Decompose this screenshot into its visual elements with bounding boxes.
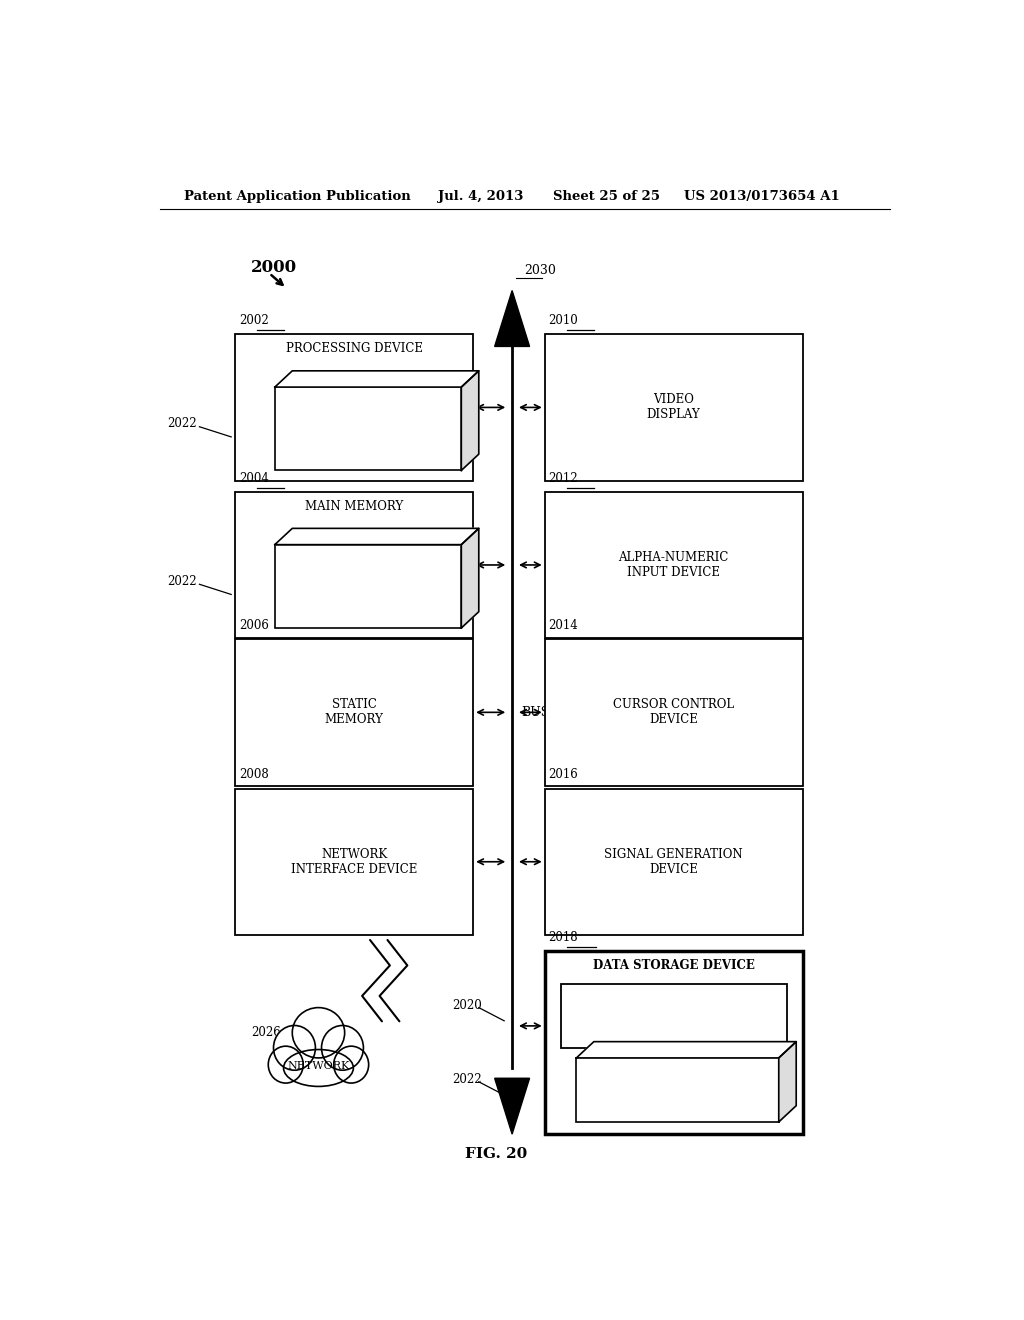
Polygon shape (274, 528, 479, 545)
Text: BUS: BUS (521, 706, 550, 719)
Text: LISTINGS
MANAGER LOGIC: LISTINGS MANAGER LOGIC (324, 577, 421, 597)
Text: 2006: 2006 (240, 619, 269, 632)
Ellipse shape (268, 1047, 303, 1084)
Ellipse shape (284, 1049, 353, 1086)
Bar (545, 492, 803, 638)
Text: 2030: 2030 (524, 264, 556, 277)
Text: 2022: 2022 (453, 1073, 482, 1086)
Text: Sheet 25 of 25: Sheet 25 of 25 (553, 190, 659, 202)
Ellipse shape (322, 1026, 364, 1071)
Text: Patent Application Publication: Patent Application Publication (183, 190, 411, 202)
Text: 2002: 2002 (240, 314, 269, 327)
Polygon shape (274, 371, 479, 387)
Text: STATIC
MEMORY: STATIC MEMORY (325, 698, 384, 726)
Text: 2010: 2010 (549, 314, 579, 327)
Text: 2026: 2026 (251, 1026, 281, 1039)
Text: 2000: 2000 (251, 259, 297, 276)
Polygon shape (495, 290, 529, 346)
Polygon shape (461, 371, 479, 470)
Ellipse shape (292, 1007, 345, 1057)
Ellipse shape (273, 1026, 315, 1071)
Bar (274, 545, 461, 628)
Text: 2018: 2018 (549, 931, 579, 944)
Bar (545, 952, 803, 1134)
Bar (545, 788, 803, 935)
Text: 2008: 2008 (240, 768, 269, 781)
Text: NETWORK
INTERFACE DEVICE: NETWORK INTERFACE DEVICE (291, 847, 418, 875)
Text: 2012: 2012 (549, 471, 579, 484)
Polygon shape (461, 528, 479, 628)
Text: 2022: 2022 (168, 574, 198, 587)
Bar (236, 788, 473, 935)
Bar (236, 492, 473, 638)
Text: CURSOR CONTROL
DEVICE: CURSOR CONTROL DEVICE (613, 698, 734, 726)
Text: FIG. 20: FIG. 20 (465, 1147, 527, 1162)
Text: DATA STORAGE DEVICE: DATA STORAGE DEVICE (593, 960, 755, 973)
Text: Jul. 4, 2013: Jul. 4, 2013 (437, 190, 523, 202)
Bar (274, 387, 461, 470)
Text: 2004: 2004 (240, 471, 269, 484)
Text: SIGNAL GENERATION
DEVICE: SIGNAL GENERATION DEVICE (604, 847, 743, 875)
Text: LISTINGS
MANAGER LOGIC: LISTINGS MANAGER LOGIC (630, 1080, 733, 1101)
Text: US 2013/0173654 A1: US 2013/0173654 A1 (684, 190, 840, 202)
Bar (545, 334, 803, 480)
Text: LISTINGS
MANAGER LOGIC: LISTINGS MANAGER LOGIC (324, 418, 421, 438)
Bar (577, 1057, 778, 1122)
Text: 2016: 2016 (549, 768, 579, 781)
Text: VIDEO
DISPLAY: VIDEO DISPLAY (647, 393, 700, 421)
Bar (560, 983, 786, 1048)
Bar (236, 639, 473, 785)
Polygon shape (778, 1041, 797, 1122)
Text: 2022: 2022 (168, 417, 198, 430)
Text: ALPHA-NUMERIC
INPUT DEVICE: ALPHA-NUMERIC INPUT DEVICE (618, 550, 729, 579)
Polygon shape (577, 1041, 797, 1057)
Text: 2014: 2014 (549, 619, 579, 632)
Polygon shape (495, 1078, 529, 1134)
Text: MAIN MEMORY: MAIN MEMORY (305, 500, 403, 513)
Bar (545, 639, 803, 785)
Ellipse shape (334, 1047, 369, 1084)
Text: PROCESSING DEVICE: PROCESSING DEVICE (286, 342, 423, 355)
Text: MACHINE-READABLE
STORAGE MEDIUM: MACHINE-READABLE STORAGE MEDIUM (609, 993, 738, 1014)
Text: 2020: 2020 (453, 999, 482, 1012)
Bar (236, 334, 473, 480)
Text: NETWORK: NETWORK (288, 1061, 349, 1071)
